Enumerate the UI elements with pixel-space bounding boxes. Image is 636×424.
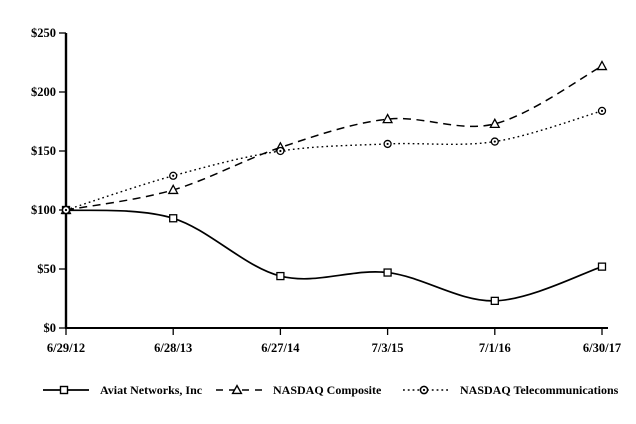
legend-label: NASDAQ Composite xyxy=(273,382,382,397)
svg-text:$50: $50 xyxy=(37,262,56,276)
svg-text:$100: $100 xyxy=(31,203,56,217)
svg-text:6/30/17: 6/30/17 xyxy=(583,341,621,355)
svg-text:6/28/13: 6/28/13 xyxy=(154,341,192,355)
dashed-triangle-swatch-icon xyxy=(216,384,262,395)
solid-square-swatch-icon xyxy=(43,385,89,395)
svg-text:$150: $150 xyxy=(31,144,56,158)
legend-item-aviat-networks: Aviat Networks, Inc xyxy=(42,376,202,404)
svg-text:6/27/14: 6/27/14 xyxy=(261,341,300,355)
svg-text:7/3/15: 7/3/15 xyxy=(372,341,404,355)
performance-chart: $0 $50 $100 $150 $200 $250 6/29/12 6/28/13 6/27/… xyxy=(31,26,621,355)
dotted-circle-swatch-icon xyxy=(403,385,449,395)
chart-legend: Aviat Networks, Inc NASDAQ Composite NAS… xyxy=(0,376,636,404)
svg-text:$0: $0 xyxy=(44,321,57,335)
svg-text:7/1/16: 7/1/16 xyxy=(479,341,511,355)
svg-text:$250: $250 xyxy=(31,26,56,40)
svg-text:6/29/12: 6/29/12 xyxy=(47,341,85,355)
legend-label: NASDAQ Telecommunications xyxy=(460,382,619,397)
legend-item-nasdaq-composite: NASDAQ Composite xyxy=(215,376,381,404)
legend-item-nasdaq-telecommunications: NASDAQ Telecommunications xyxy=(402,376,618,404)
legend-label: Aviat Networks, Inc xyxy=(100,382,203,397)
svg-text:$200: $200 xyxy=(31,85,56,99)
